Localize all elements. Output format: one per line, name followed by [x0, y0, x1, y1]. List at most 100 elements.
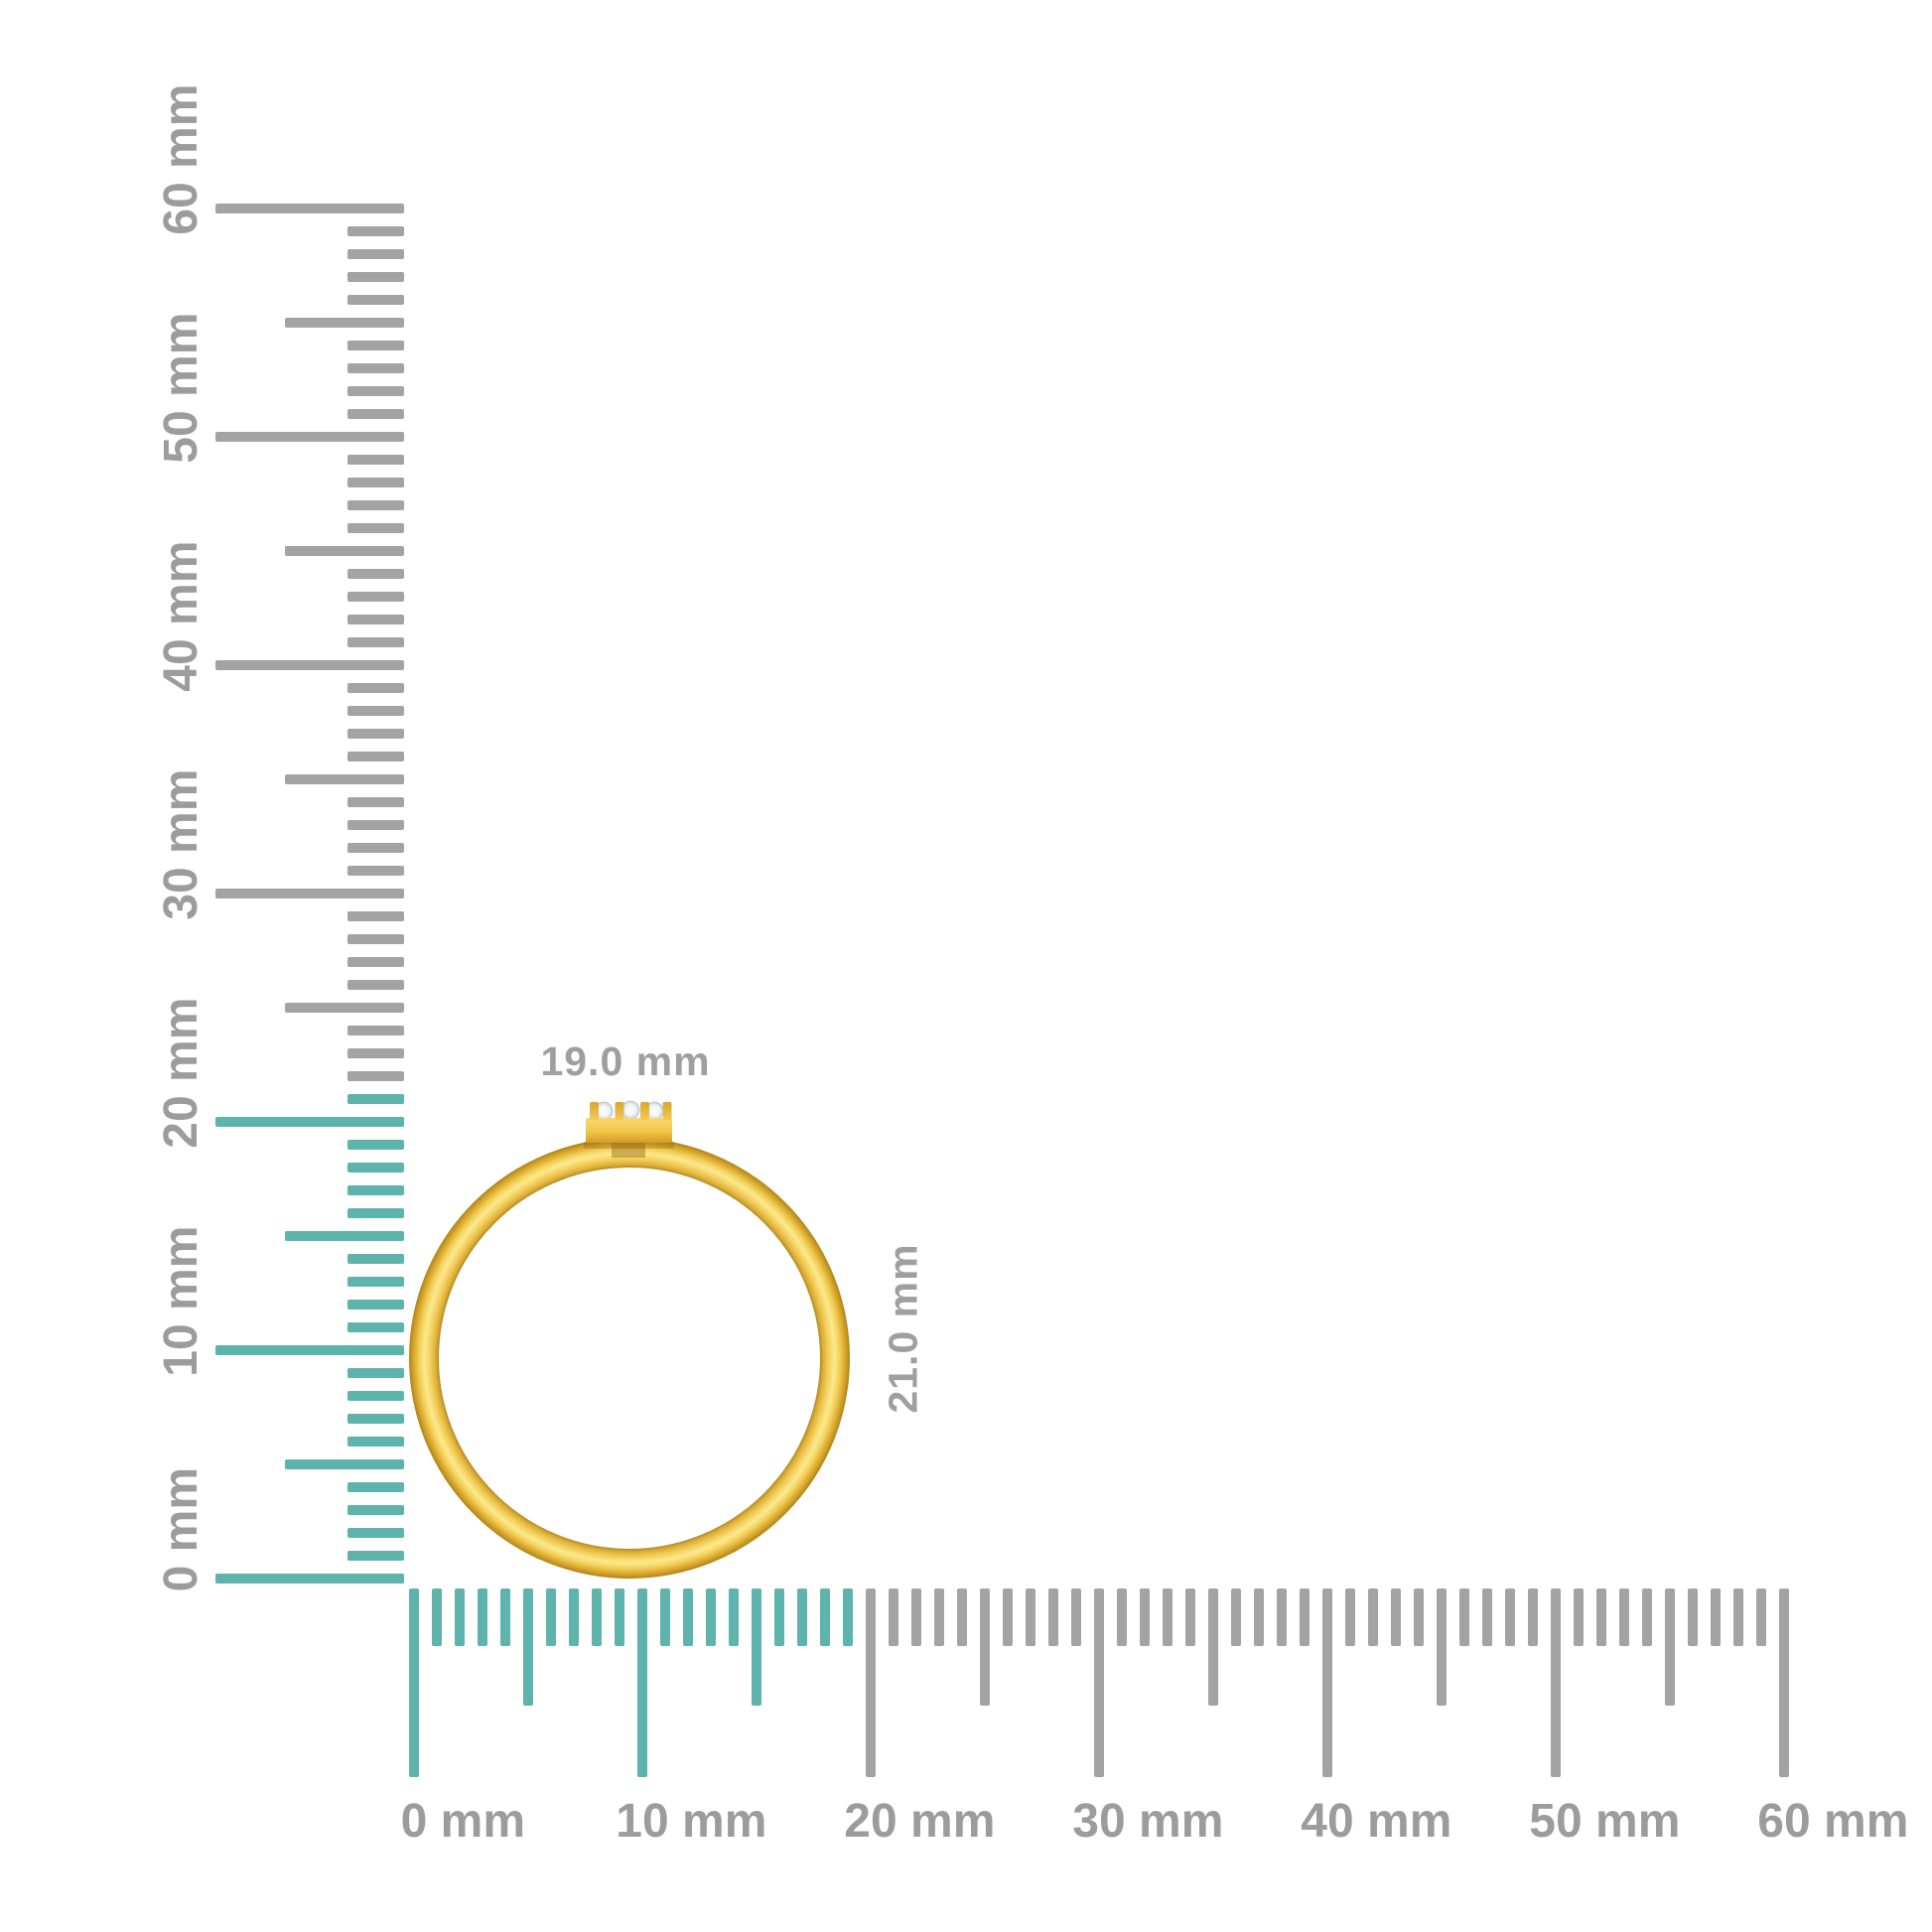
h-ruler-label-60mm: 60 mm	[1757, 1795, 1908, 1848]
v-tick-26mm	[347, 980, 404, 990]
h-tick-40mm	[1322, 1588, 1332, 1777]
h-ruler-label-10mm: 10 mm	[616, 1795, 766, 1848]
h-tick-29mm	[1071, 1588, 1081, 1646]
h-tick-0mm	[409, 1588, 419, 1777]
h-tick-23mm	[934, 1588, 944, 1646]
h-tick-10mm	[637, 1588, 647, 1777]
h-tick-31mm	[1117, 1588, 1127, 1646]
v-tick-44mm	[347, 569, 404, 579]
v-tick-48mm	[347, 478, 404, 487]
h-ruler-label-0mm: 0 mm	[401, 1795, 525, 1848]
ring-head-box	[586, 1118, 672, 1143]
h-tick-51mm	[1574, 1588, 1584, 1646]
h-tick-25mm	[980, 1588, 990, 1706]
h-tick-13mm	[706, 1588, 716, 1646]
v-tick-55mm	[285, 318, 404, 328]
v-ruler-label-20mm: 20 mm	[155, 998, 207, 1149]
h-tick-6mm	[546, 1588, 556, 1646]
v-tick-19mm	[347, 1140, 404, 1150]
v-tick-46mm	[347, 523, 404, 533]
v-tick-10mm	[215, 1345, 404, 1355]
h-tick-2mm	[455, 1588, 465, 1646]
v-tick-28mm	[347, 934, 404, 944]
h-tick-50mm	[1551, 1588, 1561, 1777]
h-tick-27mm	[1026, 1588, 1035, 1646]
prong	[590, 1102, 599, 1120]
h-tick-26mm	[1003, 1588, 1013, 1646]
v-tick-53mm	[347, 363, 404, 373]
v-tick-47mm	[347, 500, 404, 510]
v-tick-22mm	[347, 1071, 404, 1081]
v-tick-49mm	[347, 455, 404, 465]
prong	[640, 1102, 649, 1120]
v-tick-52mm	[347, 386, 404, 396]
h-tick-16mm	[774, 1588, 784, 1646]
v-tick-14mm	[347, 1254, 404, 1264]
h-tick-30mm	[1094, 1588, 1104, 1777]
h-tick-42mm	[1368, 1588, 1378, 1646]
v-tick-7mm	[347, 1414, 404, 1424]
v-tick-11mm	[347, 1322, 404, 1332]
h-tick-34mm	[1185, 1588, 1195, 1646]
v-tick-0mm	[215, 1574, 404, 1584]
v-ruler-label-30mm: 30 mm	[155, 769, 207, 920]
v-tick-18mm	[347, 1163, 404, 1173]
v-tick-27mm	[347, 957, 404, 967]
v-tick-54mm	[347, 341, 404, 350]
v-tick-21mm	[347, 1094, 404, 1104]
v-tick-13mm	[347, 1277, 404, 1287]
v-tick-8mm	[347, 1391, 404, 1401]
v-tick-3mm	[347, 1505, 404, 1515]
v-tick-56mm	[347, 295, 404, 305]
v-ruler-label-40mm: 40 mm	[155, 541, 207, 692]
horizontal-ruler-labels: 0 mm 10 mm 20 mm 30 mm 40 mm 50 mm 60 mm	[401, 1795, 1909, 1848]
v-tick-42mm	[347, 615, 404, 624]
v-tick-2mm	[347, 1528, 404, 1538]
v-tick-31mm	[347, 866, 404, 876]
h-ruler-label-20mm: 20 mm	[844, 1795, 995, 1848]
v-tick-45mm	[285, 546, 404, 556]
prong	[662, 1102, 672, 1120]
v-tick-12mm	[347, 1300, 404, 1310]
v-tick-37mm	[347, 729, 404, 739]
v-tick-30mm	[215, 889, 404, 898]
h-tick-38mm	[1277, 1588, 1287, 1646]
h-tick-3mm	[478, 1588, 487, 1646]
h-tick-7mm	[569, 1588, 579, 1646]
v-tick-41mm	[347, 637, 404, 647]
h-tick-59mm	[1756, 1588, 1766, 1646]
h-tick-24mm	[957, 1588, 967, 1646]
v-tick-51mm	[347, 409, 404, 419]
v-tick-20mm	[215, 1117, 404, 1127]
h-tick-1mm	[432, 1588, 442, 1646]
ring-head-neck	[612, 1142, 645, 1158]
v-tick-23mm	[347, 1048, 404, 1058]
ring-head-shadow	[584, 1142, 674, 1149]
v-tick-16mm	[347, 1208, 404, 1218]
v-ruler-label-10mm: 10 mm	[155, 1226, 207, 1377]
v-tick-59mm	[347, 226, 404, 236]
v-ruler-label-60mm: 60 mm	[155, 84, 207, 235]
h-tick-28mm	[1048, 1588, 1058, 1646]
h-tick-54mm	[1642, 1588, 1652, 1646]
h-tick-37mm	[1254, 1588, 1264, 1646]
h-tick-52mm	[1596, 1588, 1606, 1646]
v-ruler-label-50mm: 50 mm	[155, 313, 207, 464]
h-tick-17mm	[797, 1588, 807, 1646]
v-tick-32mm	[347, 843, 404, 853]
h-tick-33mm	[1163, 1588, 1173, 1646]
v-tick-15mm	[285, 1231, 404, 1241]
h-tick-57mm	[1711, 1588, 1721, 1646]
v-tick-6mm	[347, 1437, 404, 1447]
ring-height-dimension-label: 21.0 mm	[880, 1243, 926, 1414]
horizontal-ruler-ticks	[409, 1588, 1789, 1777]
h-tick-58mm	[1733, 1588, 1743, 1646]
v-tick-1mm	[347, 1551, 404, 1561]
h-tick-49mm	[1528, 1588, 1538, 1646]
h-tick-43mm	[1391, 1588, 1401, 1646]
h-tick-15mm	[752, 1588, 761, 1706]
v-tick-60mm	[215, 204, 404, 213]
h-ruler-label-30mm: 30 mm	[1072, 1795, 1223, 1848]
